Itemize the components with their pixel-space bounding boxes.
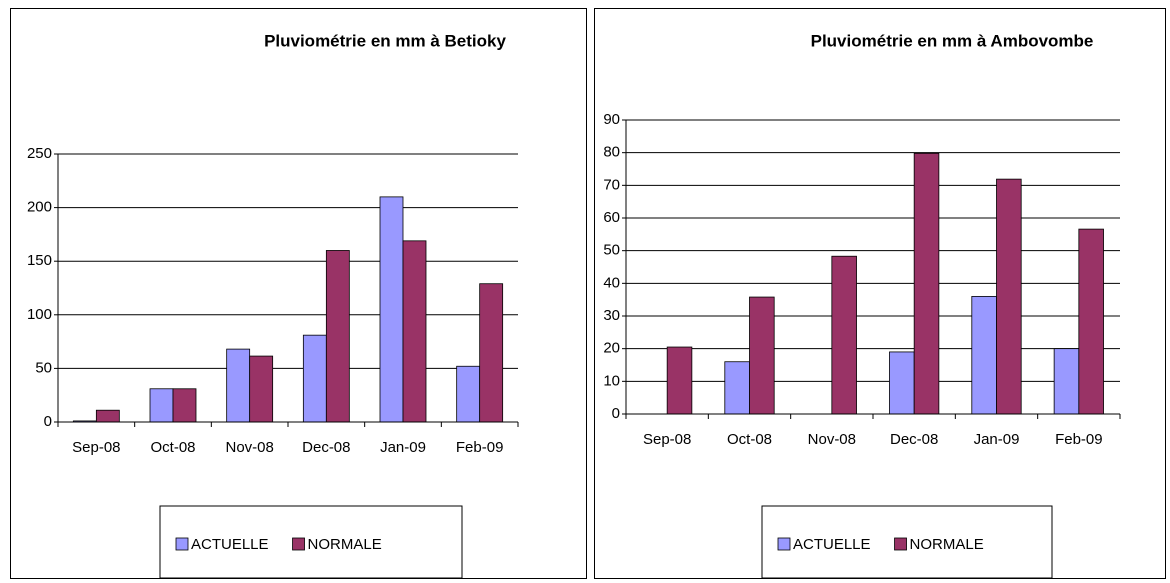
bar xyxy=(831,255,857,415)
x-tick-label: Sep-08 xyxy=(643,431,691,448)
y-tick-label: 70 xyxy=(603,176,620,193)
y-tick-label: 10 xyxy=(603,372,620,389)
bar xyxy=(971,295,997,415)
x-tick-label: Nov-08 xyxy=(225,439,273,456)
bar xyxy=(479,283,504,423)
y-tick-label: 20 xyxy=(603,340,620,357)
chart-title: Pluviométrie en mm à Ambovombe xyxy=(811,31,1094,50)
bar xyxy=(172,388,197,423)
y-tick-label: 0 xyxy=(44,413,52,430)
x-tick-label: Dec-08 xyxy=(302,439,350,456)
x-tick-label: Nov-08 xyxy=(808,431,856,448)
bar xyxy=(913,152,940,415)
bar xyxy=(456,365,481,423)
y-tick-label: 40 xyxy=(603,274,620,291)
x-tick-label: Sep-08 xyxy=(72,439,120,456)
bar xyxy=(889,351,915,415)
bar xyxy=(302,334,327,423)
y-tick-label: 100 xyxy=(27,306,52,323)
y-tick-label: 200 xyxy=(27,199,52,216)
bar xyxy=(666,346,693,415)
bar xyxy=(749,296,775,415)
bar xyxy=(379,196,404,423)
bar xyxy=(249,355,274,423)
chart-frame xyxy=(594,8,1166,579)
y-tick-label: 150 xyxy=(27,252,52,269)
bar xyxy=(95,409,120,423)
bar xyxy=(724,361,750,415)
legend-swatch xyxy=(777,537,791,551)
y-tick-label: 50 xyxy=(603,242,620,259)
x-tick-label: Jan-09 xyxy=(380,439,426,456)
y-tick-label: 250 xyxy=(27,145,52,162)
legend-swatch xyxy=(175,537,189,551)
bar xyxy=(402,240,427,423)
bar xyxy=(226,348,251,423)
x-tick-label: Feb-09 xyxy=(1055,431,1103,448)
legend-box xyxy=(159,505,463,579)
y-tick-label: 50 xyxy=(35,359,52,376)
legend-swatch xyxy=(292,537,305,551)
legend-label: ACTUELLE xyxy=(191,536,269,553)
bar xyxy=(1078,228,1104,415)
x-tick-label: Oct-08 xyxy=(150,439,195,456)
bar xyxy=(1053,348,1080,415)
legend-label: NORMALE xyxy=(910,536,984,553)
bar xyxy=(325,250,350,423)
y-tick-label: 80 xyxy=(603,144,620,161)
y-tick-label: 60 xyxy=(603,209,620,226)
x-tick-label: Dec-08 xyxy=(890,431,938,448)
y-tick-label: 0 xyxy=(612,405,620,422)
legend-label: ACTUELLE xyxy=(793,536,871,553)
x-tick-label: Oct-08 xyxy=(727,431,772,448)
legend-swatch xyxy=(894,537,907,551)
y-tick-label: 90 xyxy=(603,111,620,128)
x-tick-label: Jan-09 xyxy=(974,431,1020,448)
bar xyxy=(149,388,174,423)
x-tick-label: Feb-09 xyxy=(456,439,504,456)
legend-box xyxy=(761,505,1053,579)
y-tick-label: 30 xyxy=(603,307,620,324)
legend-label: NORMALE xyxy=(308,536,382,553)
bar xyxy=(996,178,1022,415)
chart-title: Pluviométrie en mm à Betioky xyxy=(264,31,506,50)
